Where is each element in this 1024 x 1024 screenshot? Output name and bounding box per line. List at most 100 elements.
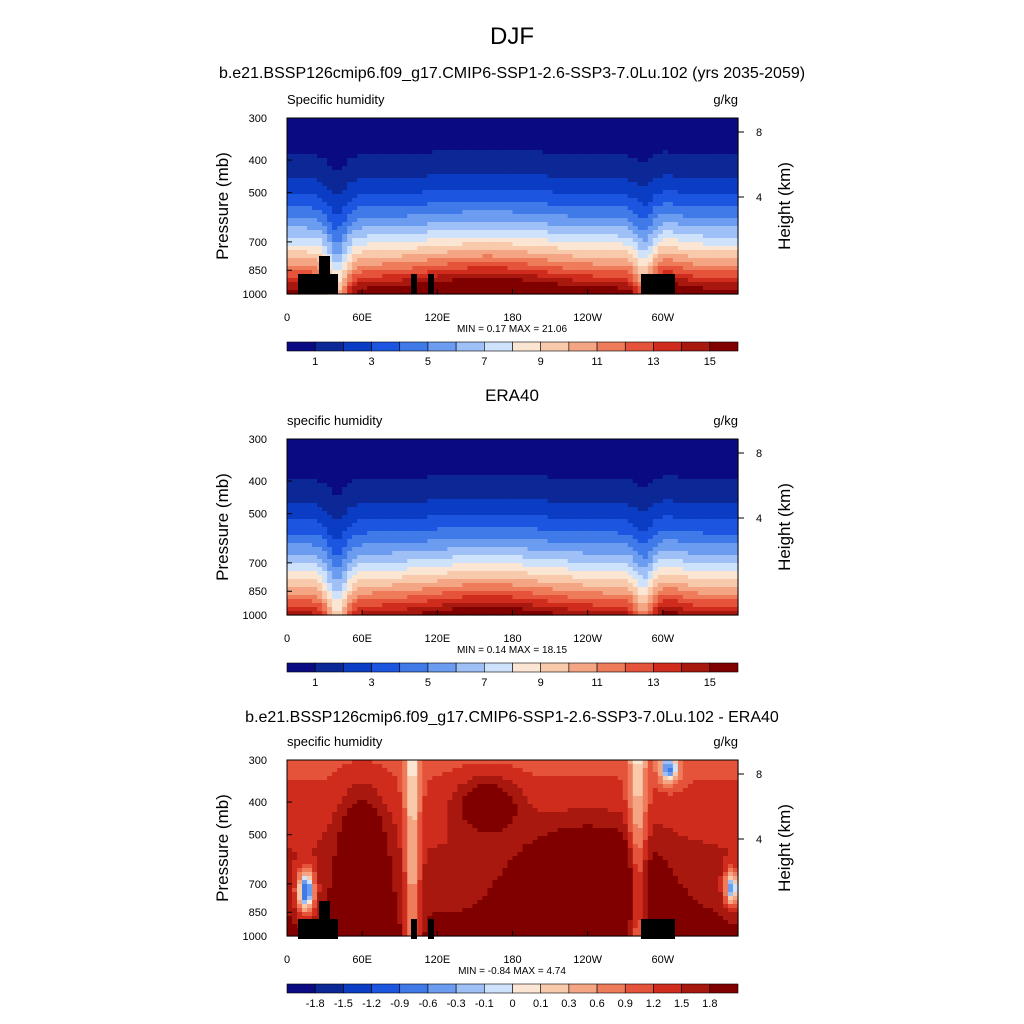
field-cell — [332, 451, 338, 456]
field-cell — [342, 186, 348, 191]
field-cell — [582, 170, 589, 175]
field-cell — [617, 290, 624, 295]
field-cell — [362, 451, 368, 456]
field-cell — [432, 443, 438, 448]
field-cell — [632, 134, 639, 139]
field-cell — [652, 218, 659, 223]
field-cell — [682, 475, 689, 480]
field-cell — [707, 166, 714, 171]
field-cell — [402, 150, 408, 155]
field-cell — [412, 138, 418, 143]
field-cell — [382, 246, 388, 251]
y-tick-label: 300 — [249, 113, 267, 125]
field-cell — [412, 475, 418, 480]
field-cell — [562, 226, 569, 231]
field-cell — [642, 194, 649, 199]
field-cell — [622, 262, 629, 267]
field-cell — [412, 451, 418, 456]
field-cell — [462, 174, 468, 179]
field-cell — [362, 194, 368, 199]
field-cell — [577, 186, 584, 191]
field-cell — [732, 126, 739, 131]
field-cell — [352, 455, 358, 460]
field-cell — [487, 162, 494, 167]
field-cell — [312, 126, 318, 131]
field-cell — [477, 230, 484, 235]
field-cell — [432, 459, 438, 464]
field-cell — [497, 286, 504, 291]
field-cell — [617, 162, 624, 167]
field-cell — [487, 443, 494, 448]
field-cell — [492, 471, 499, 476]
field-cell — [707, 258, 714, 263]
field-cell — [647, 258, 654, 263]
field-cell — [617, 138, 624, 143]
field-cell — [402, 206, 408, 211]
field-cell — [387, 262, 393, 267]
field-cell — [667, 266, 674, 271]
field-cell — [377, 178, 383, 183]
field-cell — [642, 142, 649, 147]
field-cell — [507, 459, 514, 464]
field-cell — [542, 447, 549, 452]
field-cell — [687, 138, 694, 143]
field-cell — [702, 451, 709, 456]
field-cell — [317, 150, 323, 155]
field-cell — [377, 130, 383, 135]
field-cell — [372, 443, 378, 448]
field-cell — [627, 210, 634, 215]
field-cell — [562, 146, 569, 151]
field-cell — [512, 274, 519, 279]
field-cell — [472, 154, 479, 159]
field-cell — [367, 463, 373, 468]
field-cell — [647, 154, 654, 159]
field-cell — [297, 234, 303, 239]
field-cell — [342, 118, 348, 123]
field-cell — [292, 254, 298, 259]
field-cell — [292, 238, 298, 243]
field-cell — [667, 186, 674, 191]
field-cell — [352, 463, 358, 468]
field-cell — [432, 262, 438, 267]
field-cell — [547, 246, 554, 251]
field-cell — [607, 443, 614, 448]
field-cell — [472, 170, 479, 175]
field-cell — [597, 238, 604, 243]
field-cell — [607, 246, 614, 251]
field-cell — [712, 282, 719, 287]
field-cell — [397, 463, 403, 468]
field-cell — [592, 254, 599, 259]
field-cell — [587, 122, 594, 127]
field-cell — [467, 439, 474, 444]
field-cell — [527, 166, 534, 171]
field-cell — [572, 226, 579, 231]
field-cell — [367, 238, 373, 243]
field-cell — [497, 463, 504, 468]
field-cell — [417, 162, 423, 167]
field-cell — [712, 158, 719, 163]
field-cell — [567, 178, 574, 183]
field-cell — [432, 475, 438, 480]
field-cell — [587, 262, 594, 267]
field-cell — [532, 214, 539, 219]
field-cell — [542, 154, 549, 159]
field-cell — [377, 467, 383, 472]
field-cell — [552, 130, 559, 135]
field-cell — [412, 182, 418, 187]
field-cell — [702, 471, 709, 476]
field-cell — [522, 282, 529, 287]
field-cell — [572, 250, 579, 255]
field-cell — [512, 182, 519, 187]
field-cell — [397, 162, 403, 167]
field-cell — [572, 178, 579, 183]
field-cell — [607, 198, 614, 203]
field-cell — [402, 182, 408, 187]
field-cell — [547, 459, 554, 464]
field-cell — [497, 146, 504, 151]
field-cell — [327, 198, 333, 203]
field-cell — [412, 162, 418, 167]
field-cell — [692, 206, 699, 211]
field-cell — [507, 138, 514, 143]
field-cell — [717, 266, 724, 271]
field-cell — [597, 439, 604, 444]
